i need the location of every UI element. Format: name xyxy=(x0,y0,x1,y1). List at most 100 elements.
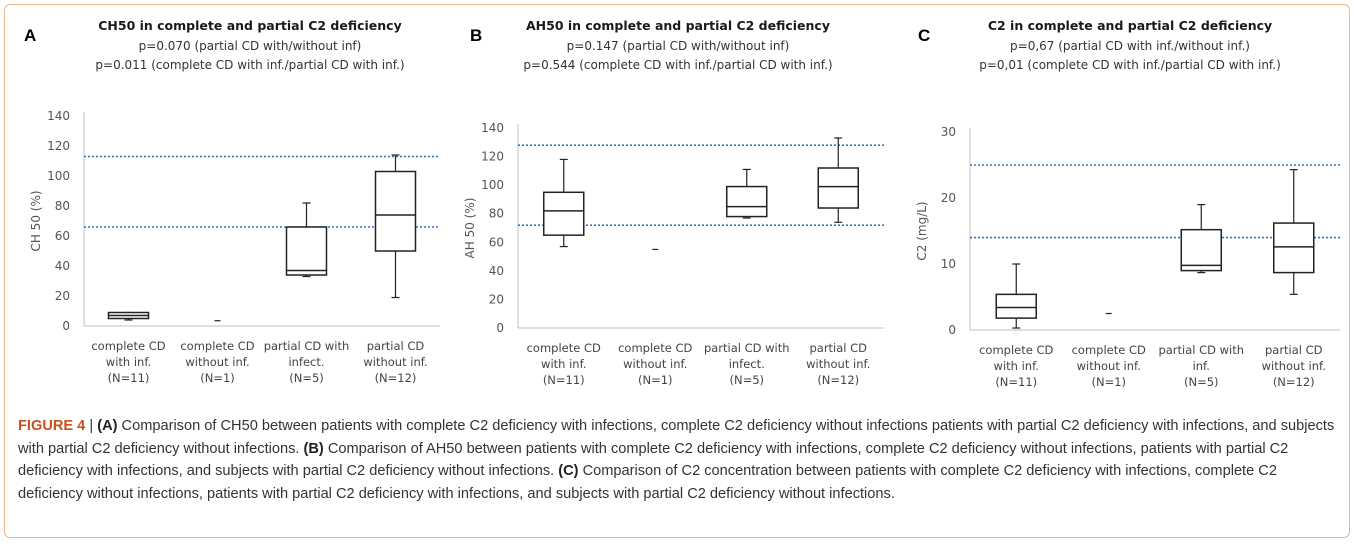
y-tick-label: 140 xyxy=(47,109,70,123)
y-tick-label: 60 xyxy=(55,229,70,243)
box-plot-1 xyxy=(543,158,585,248)
box-iqr xyxy=(817,167,859,209)
x-category-label: partial CD with xyxy=(704,341,790,355)
x-category-label: (N=11) xyxy=(995,375,1037,389)
x-category-label: (N=12) xyxy=(1273,375,1315,389)
box-iqr xyxy=(285,226,328,276)
chart-panel-c: C2 in complete and partial C2 deficiency… xyxy=(904,8,1344,406)
box-plot-1 xyxy=(995,263,1037,329)
box-iqr xyxy=(726,185,768,218)
x-category-label: without inf. xyxy=(1262,359,1326,373)
y-tick-label: 80 xyxy=(55,199,70,213)
x-category-label: complete CD xyxy=(618,341,692,355)
y-tick-label: 140 xyxy=(481,121,504,135)
box-plot-3 xyxy=(726,168,768,219)
y-tick-label: 0 xyxy=(948,323,956,337)
x-category-label: without inf. xyxy=(363,355,427,369)
chart-panel-a: CH50 in complete and partial C2 deficien… xyxy=(10,8,446,406)
box-iqr xyxy=(543,191,585,236)
box-iqr xyxy=(1180,228,1222,272)
caption-label-b: (B) xyxy=(303,440,324,457)
x-category-label: complete CD xyxy=(91,339,165,353)
x-category-label: (N=11) xyxy=(543,373,585,387)
x-category-label: complete CD xyxy=(979,343,1053,357)
caption-text-c: Comparison of C2 concentration between p… xyxy=(18,463,1277,502)
chart-subtitle-line: p=0.544 (complete CD with inf./partial C… xyxy=(523,58,832,72)
x-category-label: inf. xyxy=(1193,359,1210,373)
x-category-label: (N=12) xyxy=(375,371,417,385)
x-category-label: (N=1) xyxy=(200,371,235,385)
caption-label-c: (C) xyxy=(558,463,579,479)
chart-subtitle-line: p=0.147 (partial CD with/without inf) xyxy=(567,39,790,53)
y-tick-label: 120 xyxy=(481,150,504,164)
box-plot-4 xyxy=(374,154,417,299)
y-axis-label: CH 50 (%) xyxy=(29,190,43,251)
x-category-label: partial CD with xyxy=(264,339,350,353)
chart-svg: CH50 in complete and partial C2 deficien… xyxy=(29,18,440,385)
caption-separator: | xyxy=(85,418,98,434)
x-category-label: infect. xyxy=(288,355,324,369)
y-tick-label: 120 xyxy=(47,139,70,153)
chart-title: C2 in complete and partial C2 deficiency xyxy=(988,18,1272,33)
panel-letter: A xyxy=(24,26,37,45)
panel-letter: C xyxy=(918,26,931,45)
x-category-label: partial CD with xyxy=(1158,343,1244,357)
x-category-label: (N=5) xyxy=(289,371,324,385)
x-category-label: with inf. xyxy=(106,355,151,369)
chart-svg: C2 in complete and partial C2 deficiency… xyxy=(915,18,1340,389)
x-category-label: infect. xyxy=(729,357,765,371)
y-tick-label: 60 xyxy=(489,235,504,249)
x-category-label: complete CD xyxy=(1072,343,1146,357)
x-category-label: partial CD xyxy=(1265,343,1323,357)
figure-frame xyxy=(4,4,1350,538)
y-tick-label: 0 xyxy=(496,321,504,335)
chart-subtitle-line: p=0,67 (partial CD with inf./without inf… xyxy=(1010,39,1250,53)
box-plot-1 xyxy=(107,311,150,321)
y-tick-label: 40 xyxy=(55,259,70,273)
y-axis-label: C2 (mg/L) xyxy=(915,201,929,260)
box-plot-4 xyxy=(817,137,859,223)
x-category-label: (N=1) xyxy=(1091,375,1126,389)
y-tick-label: 40 xyxy=(489,264,504,278)
x-category-label: (N=5) xyxy=(1184,375,1219,389)
x-category-label: without inf. xyxy=(806,357,870,371)
x-category-label: complete CD xyxy=(527,341,601,355)
x-category-label: (N=11) xyxy=(108,371,150,385)
caption-text-a: Comparison of CH50 between patients with… xyxy=(18,418,1335,457)
x-category-label: (N=1) xyxy=(638,373,673,387)
box-iqr xyxy=(995,293,1037,319)
y-tick-label: 80 xyxy=(489,207,504,221)
chart-title: CH50 in complete and partial C2 deficien… xyxy=(98,18,402,33)
box-plot-3 xyxy=(285,202,328,278)
x-category-label: complete CD xyxy=(180,339,254,353)
y-tick-label: 0 xyxy=(62,319,70,333)
y-tick-label: 100 xyxy=(47,169,70,183)
y-axis-label: AH 50 (%) xyxy=(463,198,477,259)
chart-subtitle-line: p=0.011 (complete CD with inf./partial C… xyxy=(95,58,404,72)
x-category-label: with inf. xyxy=(541,357,586,371)
chart-subtitle-line: p=0.070 (partial CD with/without inf) xyxy=(139,39,362,53)
x-category-label: with inf. xyxy=(994,359,1039,373)
box-iqr xyxy=(374,170,417,252)
x-category-label: (N=5) xyxy=(729,373,764,387)
caption-text-b: Comparison of AH50 between patients with… xyxy=(18,440,1289,480)
x-category-label: partial CD xyxy=(367,339,425,353)
x-category-label: partial CD xyxy=(809,341,867,355)
box-plot-4 xyxy=(1273,169,1315,295)
x-category-label: without inf. xyxy=(1077,359,1141,373)
panel-letter: B xyxy=(470,26,483,45)
y-tick-label: 20 xyxy=(941,191,956,205)
y-tick-label: 10 xyxy=(941,257,956,271)
chart-panel-b: AH50 in complete and partial C2 deficien… xyxy=(456,8,892,406)
box-plot-3 xyxy=(1180,204,1222,274)
caption-label-a: (A) xyxy=(97,418,118,434)
chart-svg: AH50 in complete and partial C2 deficien… xyxy=(463,18,884,387)
figure-caption: FIGURE 4 | (A) Comparison of CH50 betwee… xyxy=(18,415,1336,505)
x-category-label: (N=12) xyxy=(817,373,859,387)
y-tick-label: 30 xyxy=(941,125,956,139)
x-category-label: without inf. xyxy=(185,355,249,369)
chart-title: AH50 in complete and partial C2 deficien… xyxy=(526,18,830,33)
y-tick-label: 100 xyxy=(481,178,504,192)
y-tick-label: 20 xyxy=(489,292,504,306)
box-iqr xyxy=(1273,222,1315,274)
